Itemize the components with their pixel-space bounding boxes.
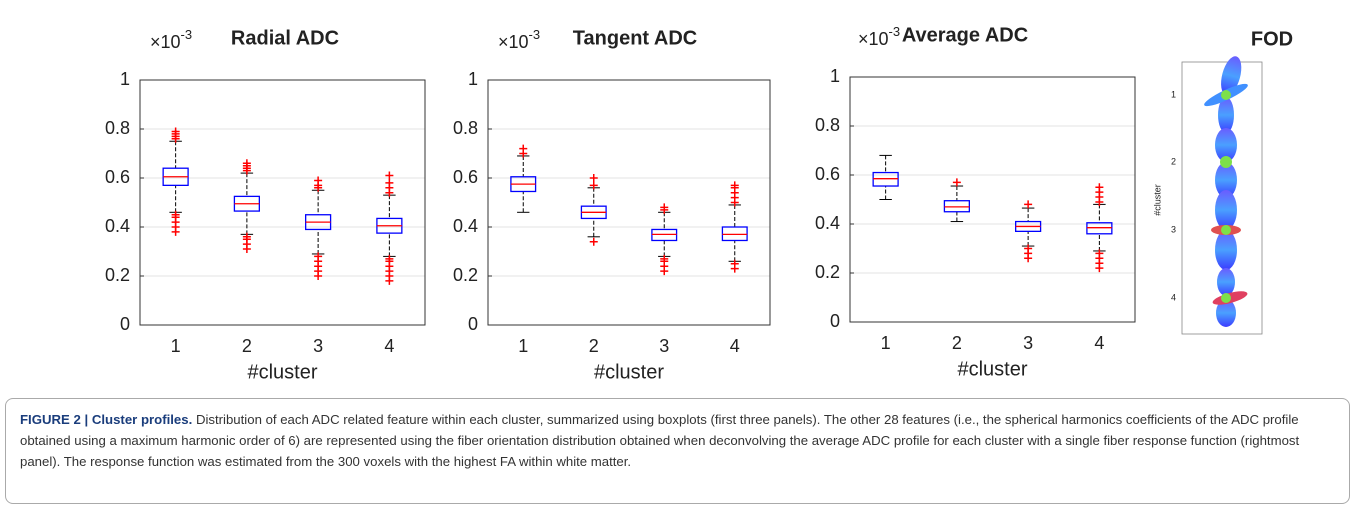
caption-label: FIGURE 2 | [20, 412, 89, 427]
x-tick-label: 1 [881, 333, 891, 353]
fod-title: FOD [1251, 28, 1293, 50]
caption-title: Cluster profiles. [91, 412, 193, 427]
caption: FIGURE 2 | Cluster profiles. Distributio… [5, 398, 1350, 504]
fod-ylabel: #cluster [1152, 184, 1162, 216]
x-tick-label: 1 [171, 336, 181, 356]
flier [519, 144, 528, 153]
flier [589, 181, 598, 190]
fod-frame [1181, 61, 1263, 335]
y-multiplier: ×10-3 [150, 27, 192, 51]
x-tick-label: 4 [384, 336, 394, 356]
flier [171, 127, 180, 136]
flier [314, 252, 323, 261]
x-tick-label: 3 [659, 336, 669, 356]
flier [1095, 183, 1104, 192]
x-label: #cluster [594, 361, 664, 383]
flier [171, 210, 180, 219]
chart-title: Tangent ADC [573, 27, 697, 49]
fod-tick: 3 [1171, 224, 1176, 234]
x-tick-label: 2 [952, 333, 962, 353]
flier [730, 259, 739, 268]
chart-title: Average ADC [902, 24, 1028, 46]
y-tick-label: 0.8 [453, 118, 478, 138]
y-tick-label: 0.8 [815, 115, 840, 135]
y-tick-label: 0.6 [105, 167, 130, 187]
y-tick-label: 0 [468, 314, 478, 334]
caption-text: Distribution of each ADC related feature… [20, 412, 1300, 469]
flier [660, 254, 669, 263]
flier [1095, 249, 1104, 258]
y-tick-label: 0.6 [815, 164, 840, 184]
y-exponent: -3 [529, 27, 541, 42]
flier [242, 159, 251, 168]
flier [952, 178, 961, 187]
x-tick-label: 2 [242, 336, 252, 356]
flier [1024, 200, 1033, 209]
y-tick-label: 0.4 [105, 216, 130, 236]
flier [242, 232, 251, 241]
x-tick-label: 2 [589, 336, 599, 356]
chart-title: Radial ADC [231, 27, 339, 49]
fod-tick: 4 [1171, 292, 1176, 302]
y-exponent: -3 [181, 27, 193, 42]
y-multiplier: ×10-3 [498, 27, 540, 51]
y-tick-label: 0.2 [453, 265, 478, 285]
x-tick-label: 1 [518, 336, 528, 356]
y-exponent: -3 [889, 24, 901, 39]
figure: FOD #cluster 1 2 3 4 0 0.2 0.4 0.6 0.8 1 ×10-3… [105, 24, 1293, 383]
y-tick-label: 1 [830, 66, 840, 86]
y-tick-label: 0 [120, 314, 130, 334]
y-tick-label: 1 [468, 69, 478, 89]
y-tick-label: 0.8 [105, 118, 130, 138]
y-tick-label: 0.4 [453, 216, 478, 236]
flier [385, 171, 394, 180]
x-tick-label: 4 [1094, 333, 1104, 353]
fod-tick: 1 [1171, 89, 1176, 99]
x-tick-label: 4 [730, 336, 740, 356]
y-tick-label: 0.6 [453, 167, 478, 187]
y-tick-label: 0.4 [815, 213, 840, 233]
plot-frame [849, 76, 1136, 323]
flier [589, 174, 598, 182]
x-tick-label: 3 [1023, 333, 1033, 353]
x-label: #cluster [957, 358, 1027, 380]
plot-frame [139, 79, 426, 326]
fod-tick: 2 [1171, 156, 1176, 166]
y-tick-label: 1 [120, 69, 130, 89]
flier [385, 178, 394, 187]
flier [385, 254, 394, 263]
flier [1024, 244, 1033, 253]
x-label: #cluster [247, 361, 317, 383]
x-tick-label: 3 [313, 336, 323, 356]
y-multiplier: ×10-3 [858, 24, 900, 48]
flier [314, 176, 323, 185]
y-tick-label: 0 [830, 311, 840, 331]
flier [589, 237, 598, 246]
y-tick-label: 0.2 [105, 265, 130, 285]
fod-glyphs [1204, 56, 1248, 327]
plot-frame [487, 79, 771, 326]
flier [660, 203, 669, 212]
flier [730, 181, 739, 190]
y-tick-label: 0.2 [815, 262, 840, 282]
